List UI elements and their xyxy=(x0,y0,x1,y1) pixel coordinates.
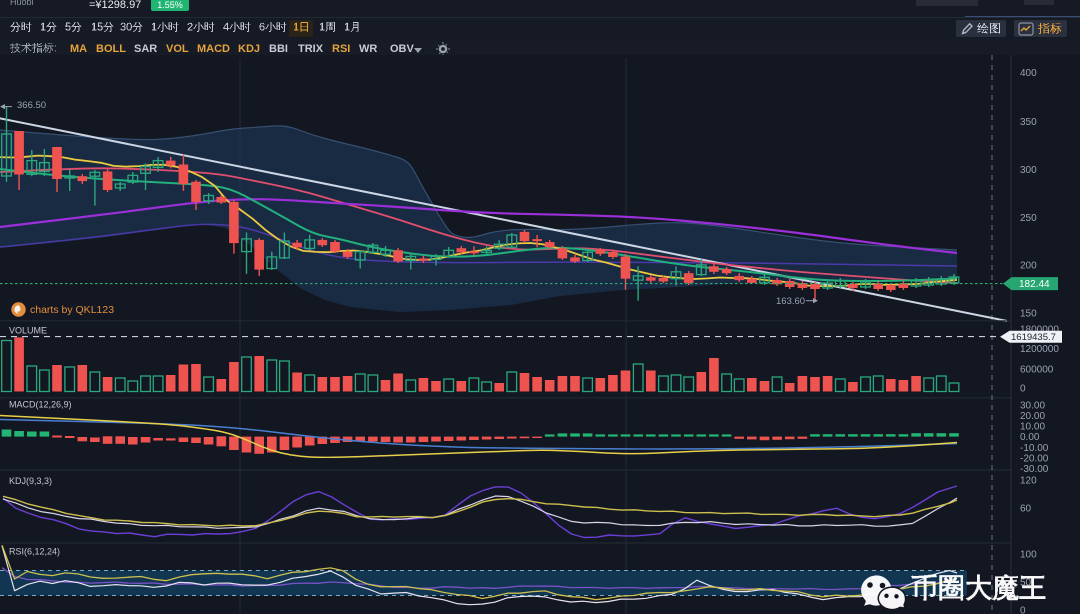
svg-text:1800000: 1800000 xyxy=(1020,325,1059,336)
svg-text:350: 350 xyxy=(1020,117,1037,128)
svg-text:60: 60 xyxy=(1020,504,1032,515)
svg-text:-10.00: -10.00 xyxy=(1020,443,1049,454)
svg-text:30.00: 30.00 xyxy=(1020,400,1045,411)
svg-text:100: 100 xyxy=(1020,549,1037,560)
svg-text:charts by QKL123: charts by QKL123 xyxy=(30,304,114,316)
svg-text:1619435.7: 1619435.7 xyxy=(1011,332,1056,343)
svg-text:-30.00: -30.00 xyxy=(1020,464,1049,475)
svg-text:-20.00: -20.00 xyxy=(1020,453,1049,464)
svg-text:20.00: 20.00 xyxy=(1020,411,1045,422)
svg-text:200: 200 xyxy=(1020,260,1037,271)
svg-text:120: 120 xyxy=(1020,475,1037,486)
svg-text:163.60: 163.60 xyxy=(776,296,805,307)
svg-text:0: 0 xyxy=(1020,384,1026,395)
svg-text:10.00: 10.00 xyxy=(1020,422,1045,433)
svg-text:250: 250 xyxy=(1020,213,1037,224)
svg-text:1200000: 1200000 xyxy=(1020,344,1059,355)
svg-text:182.44: 182.44 xyxy=(1019,279,1050,290)
svg-text:600000: 600000 xyxy=(1020,365,1054,376)
svg-text:RSI(6,12,24): RSI(6,12,24) xyxy=(9,547,60,557)
svg-text:MACD(12,26,9): MACD(12,26,9) xyxy=(9,400,72,410)
svg-text:300: 300 xyxy=(1020,165,1037,176)
svg-text:KDJ(9,3,3): KDJ(9,3,3) xyxy=(9,476,52,486)
svg-text:366.50: 366.50 xyxy=(17,100,46,111)
svg-text:400: 400 xyxy=(1020,68,1037,79)
svg-text:0: 0 xyxy=(1020,605,1026,614)
svg-text:150: 150 xyxy=(1020,309,1037,320)
svg-text:0.00: 0.00 xyxy=(1020,432,1040,443)
svg-text:50: 50 xyxy=(1020,577,1032,588)
svg-text:VOLUME: VOLUME xyxy=(9,325,47,335)
